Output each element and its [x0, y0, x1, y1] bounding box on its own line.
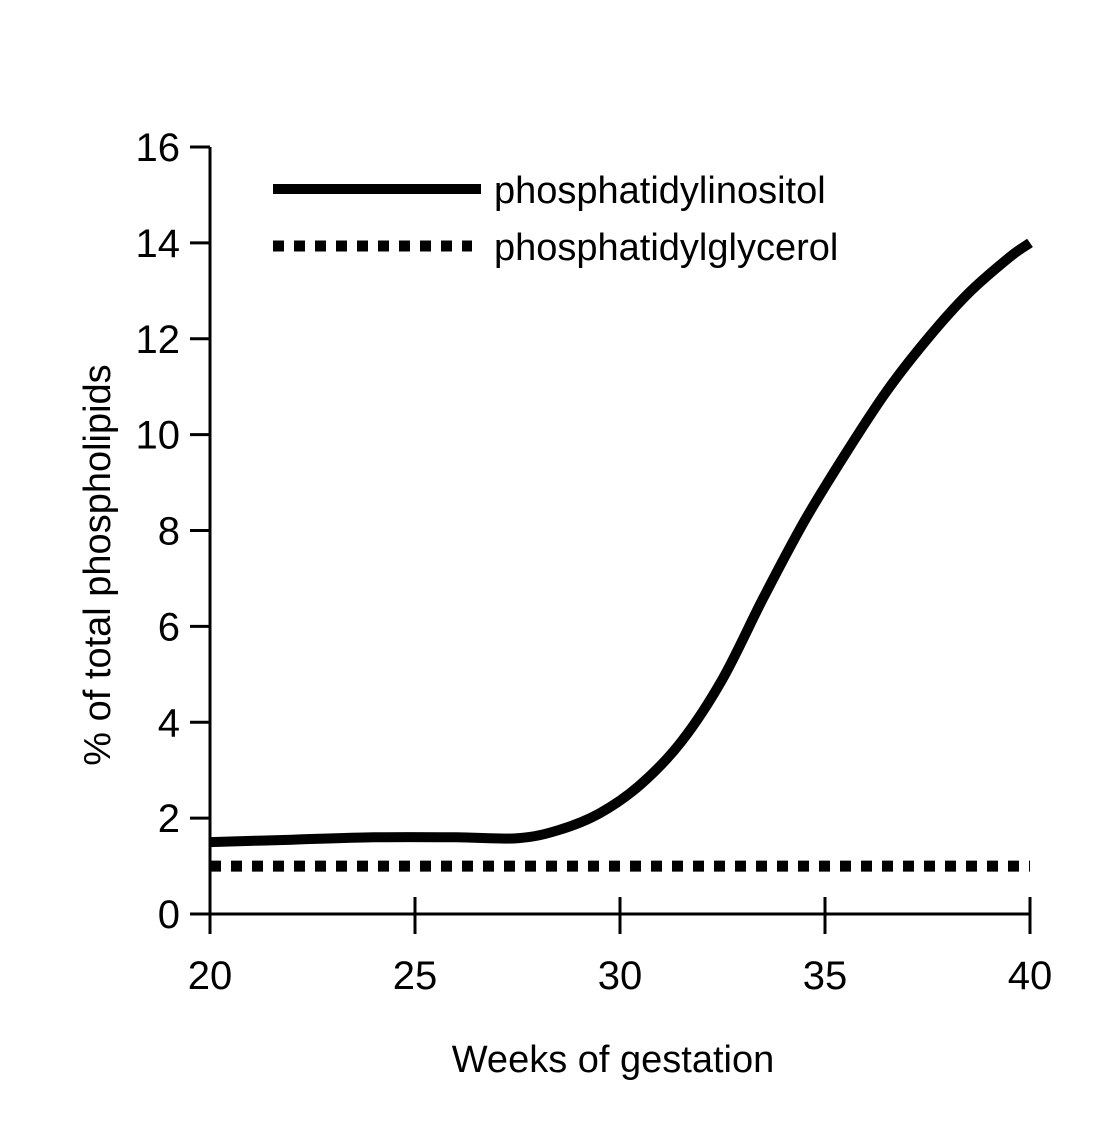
y-axis-label: % of total phospholipids	[77, 364, 119, 765]
y-tick-label: 0	[158, 893, 180, 937]
legend-label-phosphatidylglycerol: phosphatidylglycerol	[494, 227, 838, 269]
y-tick-label: 8	[158, 510, 180, 554]
axes: 0 2 4 6 8 10 12 14 16 20 25 30 35 40	[136, 126, 1053, 998]
y-tick-label: 6	[158, 605, 180, 649]
legend: phosphatidylinositol phosphatidylglycerol	[273, 170, 838, 269]
x-tick-label: 40	[1008, 954, 1053, 998]
x-axis-label: Weeks of gestation	[452, 1039, 774, 1081]
y-tick-label: 4	[158, 701, 180, 745]
y-tick-label: 16	[136, 126, 181, 170]
x-tick-label: 25	[393, 954, 438, 998]
series-lines	[209, 238, 1033, 872]
y-tick-label: 12	[136, 318, 181, 362]
y-tick-label: 14	[136, 222, 181, 266]
y-tick-label: 2	[158, 797, 180, 841]
x-tick-label: 35	[803, 954, 848, 998]
y-tick-label: 10	[136, 414, 181, 458]
legend-label-phosphatidylinositol: phosphatidylinositol	[494, 170, 826, 212]
x-tick-label: 30	[598, 954, 643, 998]
x-tick-label: 20	[188, 954, 233, 998]
series-line-phosphatidylinositol	[209, 238, 1033, 848]
